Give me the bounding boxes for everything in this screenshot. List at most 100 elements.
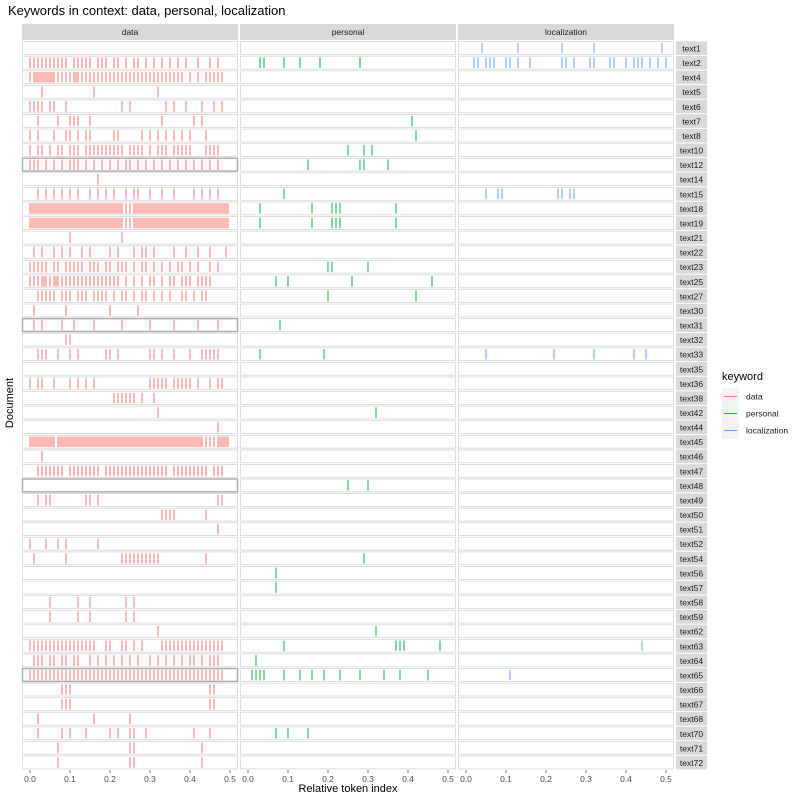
x-tick-label-localization-3: 0.3: [580, 774, 592, 784]
row-label-text42: text42: [680, 408, 703, 418]
row-label-text23: text23: [680, 262, 703, 272]
row-strip-text42: [676, 405, 707, 420]
facet-label-data: data: [122, 27, 139, 37]
cell-localization-text52: [458, 536, 674, 551]
cell-data-text5: [22, 84, 238, 99]
cell-localization-text4: [458, 70, 674, 85]
row-strip-text33: [676, 347, 707, 362]
cell-personal-text27: [240, 289, 456, 303]
cell-personal-text12: [240, 157, 456, 172]
cell-data-text15: [22, 186, 238, 201]
row-label-text48: text48: [680, 481, 703, 491]
row-label-text27: text27: [680, 291, 703, 301]
row-label-text51: text51: [680, 525, 703, 535]
cell-personal-text4: [240, 70, 456, 85]
cell-localization-text25: [458, 274, 674, 289]
row-label-text54: text54: [680, 554, 703, 564]
legend-label-personal: personal: [746, 409, 779, 419]
row-strip-text48: [676, 478, 707, 493]
cell-data-text36: [22, 376, 238, 391]
cell-personal-text36: [240, 376, 456, 391]
row-label-text32: text32: [680, 335, 703, 345]
row-strip-text18: [676, 201, 707, 216]
row-strip-text72: [676, 755, 707, 770]
cell-localization-text27: [458, 289, 674, 303]
cell-personal-text51: [240, 522, 456, 537]
cell-localization-text15: [458, 186, 674, 201]
cell-data-text23: [22, 259, 238, 274]
facet-strip-localization: [458, 24, 674, 40]
row-strip-text44: [676, 420, 707, 435]
cell-data-text57: [22, 580, 238, 595]
cell-data-text48: [21, 478, 239, 493]
cell-data-text21: [22, 230, 238, 245]
facet-personal: personal 0.0 0.1 0.2 0.3 0.4 0.5: [240, 24, 456, 784]
cell-data-text59: [22, 609, 238, 624]
row-label-text18: text18: [680, 204, 703, 214]
row-strip-text64: [676, 653, 707, 668]
row-label-text49: text49: [680, 495, 703, 505]
row-strip-text52: [676, 537, 707, 551]
legend-label-data: data: [746, 392, 763, 402]
row-strip-text7: [676, 114, 707, 128]
row-label-text25: text25: [680, 277, 703, 287]
cell-personal-text7: [240, 114, 456, 128]
cell-personal-text46: [240, 449, 456, 464]
row-strip-text6: [676, 99, 707, 114]
row-label-text7: text7: [682, 116, 701, 126]
row-strip-text2: [676, 55, 707, 70]
cell-localization-text21: [458, 230, 674, 245]
cell-data-text49: [22, 493, 238, 507]
row-strip-text47: [676, 464, 707, 478]
row-strip-text66: [676, 682, 707, 697]
cell-personal-text66: [240, 682, 456, 697]
cell-data-text50: [22, 507, 238, 522]
row-strip-text38: [676, 391, 707, 405]
cell-localization-text50: [458, 507, 674, 522]
cell-personal-text32: [240, 332, 456, 347]
cell-localization-text56: [458, 566, 674, 580]
cell-personal-text71: [240, 741, 456, 755]
cell-localization-text6: [458, 99, 674, 114]
cell-localization-text31: [458, 318, 674, 332]
row-label-text5: text5: [682, 87, 701, 97]
x-tick-label-personal-3: 0.3: [362, 774, 374, 784]
cell-localization-text38: [458, 391, 674, 405]
row-label-text33: text33: [680, 350, 703, 360]
cell-localization-text1: [458, 41, 674, 55]
cell-localization-text33: [458, 347, 674, 362]
row-strip-text56: [676, 566, 707, 580]
cell-personal-text6: [240, 99, 456, 114]
facet-data: data 0.0 0.1 0.2 0.3 0.4 0.5: [21, 24, 239, 784]
row-label-text14: text14: [680, 175, 703, 185]
cell-personal-text25: [240, 274, 456, 289]
cell-data-text8: [22, 128, 238, 143]
cell-data-text30: [22, 303, 238, 318]
x-tick-label-data-2: 0.2: [104, 774, 116, 784]
cell-personal-text68: [240, 711, 456, 726]
row-label-text52: text52: [680, 539, 703, 549]
cell-localization-text46: [458, 449, 674, 464]
row-label-text19: text19: [680, 218, 703, 228]
cell-localization-text47: [458, 464, 674, 478]
x-tick-label-data-3: 0.3: [144, 774, 156, 784]
row-label-text8: text8: [682, 131, 701, 141]
cell-personal-text54: [240, 551, 456, 566]
cell-data-text27: [22, 289, 238, 303]
cell-localization-text66: [458, 682, 674, 697]
facet-strip-personal: [240, 24, 456, 40]
cell-data-text42: [22, 405, 238, 420]
row-strip-text58: [676, 595, 707, 610]
row-label-text45: text45: [680, 437, 703, 447]
row-strip-text14: [676, 172, 707, 187]
facet-strip-data: [22, 24, 238, 40]
row-label-text35: text35: [680, 364, 703, 374]
row-label-text58: text58: [680, 598, 703, 608]
cell-localization-text32: [458, 332, 674, 347]
row-label-text64: text64: [680, 656, 703, 666]
cell-personal-text64: [240, 653, 456, 668]
row-strip-text19: [676, 216, 707, 230]
x-tick-label-data-5: 0.5: [224, 774, 236, 784]
cell-data-text31: [21, 317, 239, 333]
